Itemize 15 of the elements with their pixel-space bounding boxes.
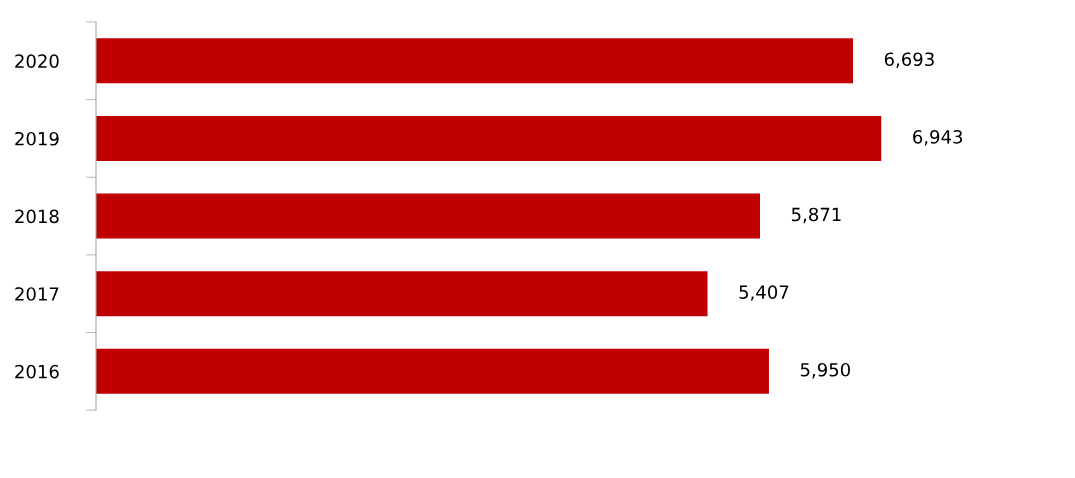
y-tick-label: 2019 (15, 131, 59, 146)
data-label: 5,950 (800, 362, 850, 379)
data-label: 5,871 (791, 207, 841, 224)
bar (96, 271, 708, 317)
bar (96, 193, 761, 239)
bar (96, 348, 769, 394)
y-tick-label: 2016 (15, 364, 59, 379)
y-tick-label: 2017 (15, 287, 59, 301)
data-label: 5,407 (739, 285, 789, 301)
data-label: 6,693 (884, 52, 934, 68)
y-tick-label: 2018 (15, 209, 59, 224)
data-label: 6,943 (913, 130, 963, 146)
bar (96, 115, 882, 161)
y-tick-label: 2020 (15, 54, 59, 68)
bar (96, 38, 853, 84)
